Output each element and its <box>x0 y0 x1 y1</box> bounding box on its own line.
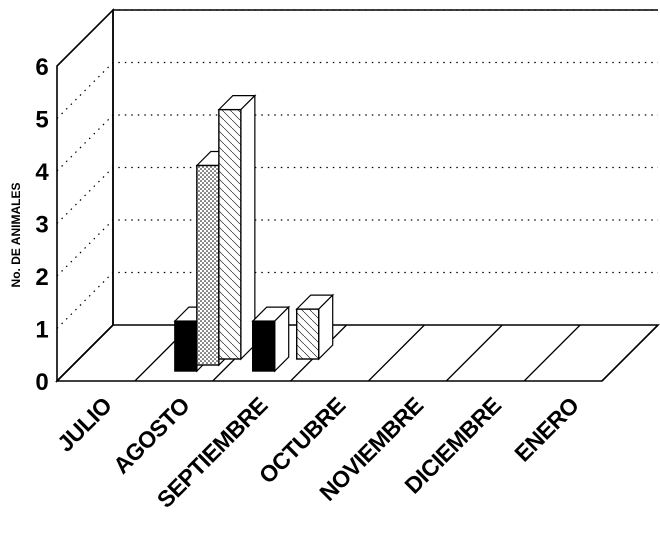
y-axis-ticks: 0 1 2 3 4 5 6 <box>35 54 49 396</box>
floor-divider <box>445 324 503 382</box>
gridline <box>56 166 658 224</box>
floor-divider <box>601 324 659 382</box>
y-tick-label: 0 <box>35 369 48 396</box>
gridline <box>56 61 658 119</box>
y-tick-label: 5 <box>35 107 48 134</box>
y-tick-label: 6 <box>35 54 48 81</box>
floor-divider <box>523 324 581 382</box>
floor-plane <box>55 324 660 382</box>
y-tick-label: 1 <box>35 317 48 344</box>
y-axis-title: No. DE ANIMALES <box>9 183 23 288</box>
floor-divider <box>367 324 425 382</box>
gridline <box>56 114 658 172</box>
bar-septiembre-s3 <box>295 293 335 361</box>
y-tick-label: 3 <box>35 212 48 239</box>
x-tick-label: ENERO <box>509 392 583 466</box>
bar-septiembre-s1 <box>251 305 291 373</box>
bars <box>173 94 335 373</box>
gridline <box>56 271 658 329</box>
gridlines <box>56 9 658 329</box>
x-tick-label: JULIO <box>52 392 117 457</box>
gridline <box>56 9 658 67</box>
y-tick-label: 2 <box>35 264 48 291</box>
x-axis-labels: JULIOAGOSTOSEPTIEMBREOCTUBRENOVIEMBREDIC… <box>52 392 584 513</box>
gridline <box>56 219 658 277</box>
chart-frame <box>55 8 660 383</box>
y-tick-label: 4 <box>35 159 49 186</box>
bar-agosto-s3 <box>217 94 257 361</box>
